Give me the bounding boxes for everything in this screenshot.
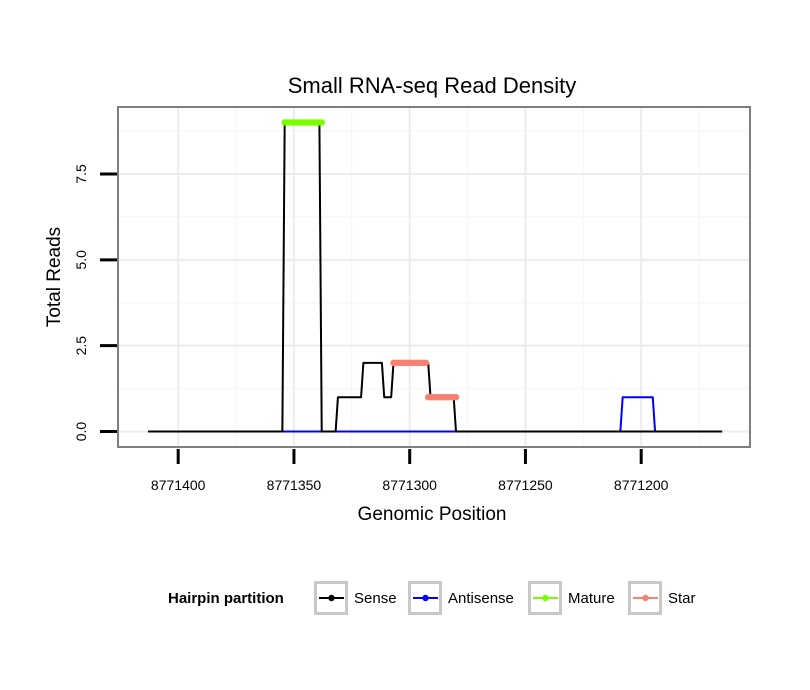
panel-background	[118, 107, 750, 447]
chart-title: Small RNA-seq Read Density	[288, 73, 577, 98]
x-tick-label: 8771250	[498, 477, 553, 493]
legend-label: Sense	[354, 590, 397, 607]
series-point-star	[422, 359, 430, 367]
legend-label: Star	[668, 590, 696, 607]
legend-entry-star: Star	[628, 581, 696, 615]
x-axis-title: Genomic Position	[358, 504, 507, 525]
legend-label: Antisense	[448, 590, 514, 607]
legend-entry-antisense: Antisense	[408, 581, 514, 615]
panel-border	[117, 106, 751, 448]
legend-title: Hairpin partition	[168, 590, 284, 607]
legend-key-point	[642, 594, 649, 602]
y-tick-label: 5.0	[73, 250, 89, 270]
y-tick-label: 0.0	[73, 422, 89, 442]
series-point-mature	[318, 119, 325, 126]
series-layer	[148, 119, 723, 433]
x-axis: 8771400 8771350 8771300 8771250 8771200	[151, 449, 669, 493]
x-tick-label: 8771200	[614, 477, 669, 493]
legend-entry-sense: Sense	[314, 581, 397, 615]
y-tick-label: 7.5	[73, 164, 89, 184]
legend: Hairpin partition Sense Antisense Mature St…	[168, 581, 696, 615]
legend-key-point	[422, 594, 429, 602]
legend-entries: Sense Antisense Mature Star	[314, 581, 696, 615]
x-tick-label: 8771300	[382, 477, 437, 493]
legend-entry-mature: Mature	[528, 581, 615, 615]
series-point-star	[452, 394, 460, 401]
legend-key-point	[328, 594, 335, 602]
legend-label: Mature	[568, 590, 615, 607]
y-tick-label: 2.5	[73, 336, 89, 356]
legend-key-point	[542, 594, 549, 602]
x-tick-label: 8771400	[151, 477, 206, 493]
y-axis-title: Total Reads	[44, 227, 65, 327]
y-axis: 0.0 2.5 5.0 7.5	[73, 164, 117, 441]
plot-panel	[117, 106, 751, 448]
x-tick-label: 8771350	[267, 477, 322, 493]
